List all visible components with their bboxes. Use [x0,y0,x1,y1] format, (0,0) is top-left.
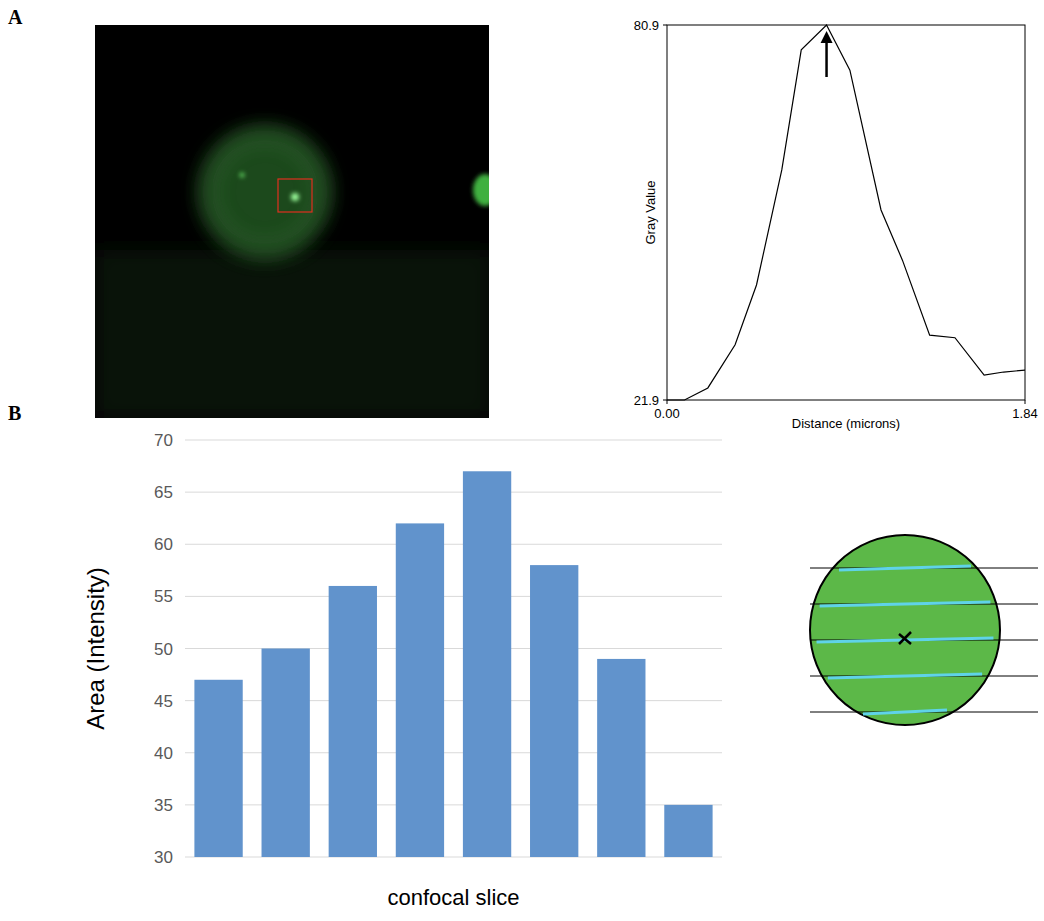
figure: AB21.980.90.001.84Distance (microns)Gray… [0,0,1044,921]
peak-arrow [825,39,828,77]
y-tick-label: 80.9 [634,18,659,33]
y-tick-label: 70 [154,431,173,450]
line-chart: 21.980.90.001.84Distance (microns)Gray V… [634,18,1038,431]
neighbour-cell [473,174,489,206]
peak-arrow-head [821,31,833,43]
center-mark [899,632,911,644]
bar [597,659,645,857]
profile-line [667,25,1025,400]
micrograph [95,25,497,418]
cell [203,130,327,254]
bar [396,523,444,857]
y-tick-label: 30 [154,848,173,867]
sphere [810,535,1000,725]
slice-section [820,602,991,606]
y-tick-label: 35 [154,796,173,815]
bars [194,471,712,857]
y-tick-label: 65 [154,483,173,502]
slice-diagram [810,535,1038,725]
slice-section [839,566,971,570]
grid-line [185,440,722,441]
roi-box [278,179,312,212]
panel-letter: A [8,6,23,28]
y-axis-title: Area (Intensity) [82,567,109,730]
grid-line [185,544,722,545]
bar [530,565,578,857]
haze [95,250,489,418]
micrograph-content [95,130,489,418]
cell-ring [207,134,323,250]
panel-letter: B [8,402,21,424]
bar [262,649,310,858]
x-tick [667,400,668,404]
y-tick-label: 60 [154,535,173,554]
bar-chart: 30 35 40 45 50 55 60 65 70 confocal slice Area (In… [82,431,722,910]
spot [291,193,299,201]
x-tick [1025,400,1026,404]
y-tick-label: 40 [154,744,173,763]
bar [194,680,242,857]
spot [240,173,245,178]
x-axis-title: confocal slice [387,885,519,910]
x-tick-label: 1.84 [1012,406,1037,421]
bar [664,805,712,857]
plot-frame [667,25,1025,400]
bar [329,586,377,857]
y-tick [663,25,667,26]
y-tick-label: 50 [154,640,173,659]
x-tick-label: 0.00 [654,406,679,421]
y-tick [663,400,667,401]
y-tick-label: 55 [154,587,173,606]
grid-line [185,492,722,493]
slice-section [863,710,947,714]
micrograph-ground [95,25,489,418]
line-data [667,25,1025,400]
bar [463,471,511,857]
slice-section [828,674,982,678]
y-axis-title: Gray Value [643,180,658,244]
x-axis-title: Distance (microns) [792,416,900,431]
grid-line [185,596,722,597]
y-tick-label: 45 [154,692,173,711]
